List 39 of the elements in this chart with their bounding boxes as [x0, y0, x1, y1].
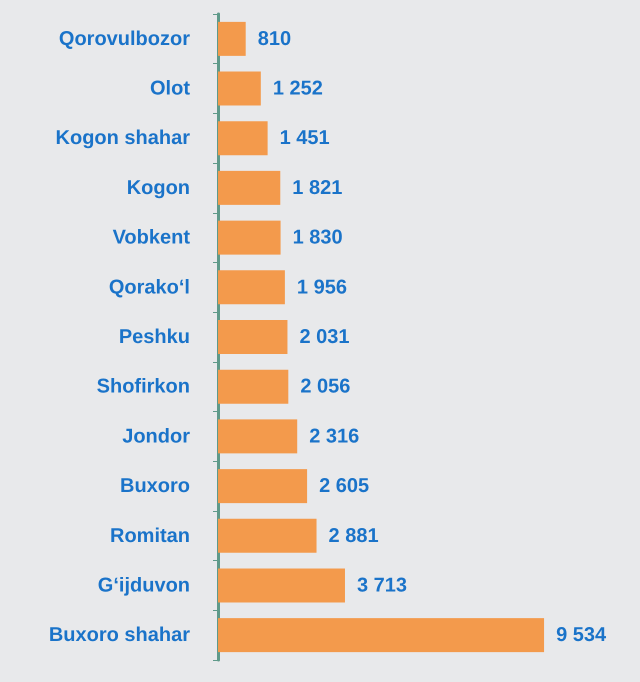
bar — [218, 270, 285, 304]
data-label: 2 316 — [309, 425, 360, 448]
y-tick-label: Qorovulbozor — [58, 28, 190, 50]
bar — [218, 370, 288, 404]
data-label: 1 252 — [272, 78, 323, 100]
bar — [218, 72, 261, 106]
y-tick-label: Shofirkon — [96, 376, 190, 398]
y-tick-label: Buxoro shahar — [48, 624, 190, 646]
bar — [218, 22, 246, 56]
y-tick-label: Vobkent — [112, 226, 190, 249]
data-label: 2 605 — [319, 475, 370, 498]
data-label: 810 — [258, 28, 292, 50]
bar — [218, 568, 345, 602]
bar — [218, 469, 308, 504]
y-tick-label: Romitan — [110, 524, 190, 547]
data-label: 2 881 — [328, 524, 379, 547]
data-label: 1 821 — [292, 176, 342, 199]
data-label: 1 830 — [292, 226, 343, 249]
y-tick-label: Qorako‘l — [108, 276, 190, 298]
y-tick-label: Kogon — [126, 176, 190, 199]
y-tick-label: Peshku — [118, 326, 190, 348]
bar — [218, 170, 280, 205]
y-tick-label: Jondor — [122, 425, 190, 448]
bar — [218, 320, 288, 354]
bar — [218, 618, 544, 652]
data-label: 1 956 — [296, 276, 347, 298]
data-label: 2 031 — [299, 326, 350, 348]
data-label: 2 056 — [300, 376, 350, 398]
y-tick-label: Olot — [150, 78, 190, 100]
y-tick-label: G‘ijduvon — [98, 574, 190, 596]
data-label: 3 713 — [356, 574, 408, 596]
bar — [218, 518, 317, 553]
data-label: 9 534 — [556, 624, 607, 646]
y-tick-label: Kogon shahar — [56, 127, 190, 150]
y-tick-label: Buxoro — [120, 475, 190, 498]
bar — [218, 121, 268, 156]
bar — [218, 419, 298, 454]
bar — [218, 220, 281, 255]
data-label: 1 451 — [280, 127, 330, 150]
